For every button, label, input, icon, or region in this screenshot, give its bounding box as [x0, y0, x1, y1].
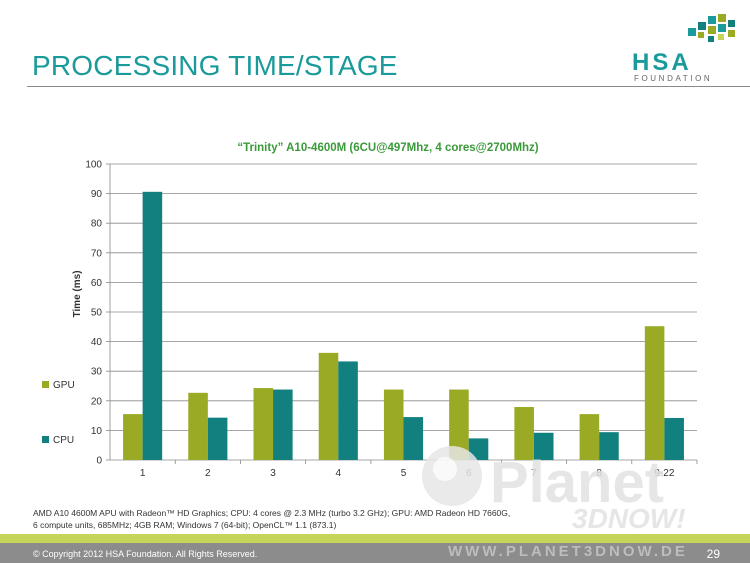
bar-gpu: [514, 407, 534, 460]
x-tick-label: 7: [531, 468, 537, 479]
bar-cpu: [533, 432, 554, 460]
y-tick-label: 0: [96, 456, 102, 467]
logo-subtext: FOUNDATION: [634, 74, 713, 83]
legend-swatch-gpu: [42, 381, 49, 388]
y-tick-label: 10: [91, 426, 103, 437]
footnote: AMD A10 4600M APU with Radeon™ HD Graphi…: [33, 507, 593, 531]
y-tick-label: 70: [91, 248, 103, 259]
y-tick-label: 90: [91, 189, 103, 200]
bar-gpu: [644, 326, 665, 460]
bar-cpu: [468, 438, 489, 460]
y-tick-label: 20: [91, 396, 103, 407]
logo-squares-icon: [688, 14, 735, 42]
bar-cpu: [142, 191, 163, 460]
footer-bar: [0, 543, 750, 563]
bar-cpu: [599, 432, 619, 460]
legend-swatch-cpu: [42, 436, 49, 443]
bar-gpu: [579, 414, 600, 460]
title-divider: [27, 86, 750, 87]
hsa-logo: HSA FOUNDATION: [626, 12, 744, 84]
bar-cpu: [207, 417, 228, 460]
copyright: © Copyright 2012 HSA Foundation. All Rig…: [33, 549, 258, 559]
footnote-line-1: AMD A10 4600M APU with Radeon™ HD Graphi…: [33, 508, 511, 518]
bar-gpu: [383, 389, 404, 460]
bars: [123, 191, 684, 460]
bar-gpu: [253, 388, 274, 460]
footer-accent-bar: [0, 534, 750, 543]
y-tick-label: 50: [91, 308, 103, 319]
x-tick-label: 4: [335, 468, 341, 479]
slide-title: PROCESSING TIME/STAGE: [32, 50, 398, 81]
bar-cpu: [338, 361, 358, 460]
x-tick-label: 8: [596, 468, 602, 479]
y-tick-label: 80: [91, 219, 103, 230]
bar-gpu: [449, 389, 469, 460]
legend-label-cpu: CPU: [53, 435, 74, 446]
bar-gpu: [123, 414, 143, 460]
x-tick-label: 6: [466, 468, 472, 479]
bar-chart: “Trinity” A10-4600M (6CU@497Mhz, 4 cores…: [42, 142, 698, 479]
y-tick-label: 60: [91, 278, 103, 289]
x-tick-label: 1: [140, 468, 146, 479]
y-tick-label: 100: [85, 160, 102, 171]
logo-wordmark: HSA: [632, 49, 692, 76]
page-number: 29: [706, 547, 720, 561]
y-tick-label: 30: [91, 367, 103, 378]
bar-cpu: [273, 389, 293, 460]
y-axis-label: Time (ms): [72, 270, 83, 317]
y-tick-labels: 0 10 20 30 40 50 60 70 80 90 100: [85, 160, 102, 467]
x-tick-label: 3: [270, 468, 276, 479]
y-tick-label: 40: [91, 337, 103, 348]
bar-cpu: [664, 417, 684, 460]
bar-gpu: [318, 352, 339, 460]
x-tick-labels: 1 2 3 4 5 6 7 8 9-22: [140, 468, 675, 479]
footnote-line-2: 6 compute units, 685MHz; 4GB RAM; Window…: [33, 520, 337, 530]
chart-title: “Trinity” A10-4600M (6CU@497Mhz, 4 cores…: [237, 142, 538, 154]
bar-cpu: [403, 417, 424, 460]
legend-label-gpu: GPU: [53, 380, 75, 391]
x-tick-label: 9-22: [654, 468, 674, 479]
x-tick-label: 2: [205, 468, 211, 479]
x-tick-label: 5: [401, 468, 407, 479]
bar-gpu: [188, 392, 208, 460]
legend: GPU CPU: [42, 380, 75, 446]
